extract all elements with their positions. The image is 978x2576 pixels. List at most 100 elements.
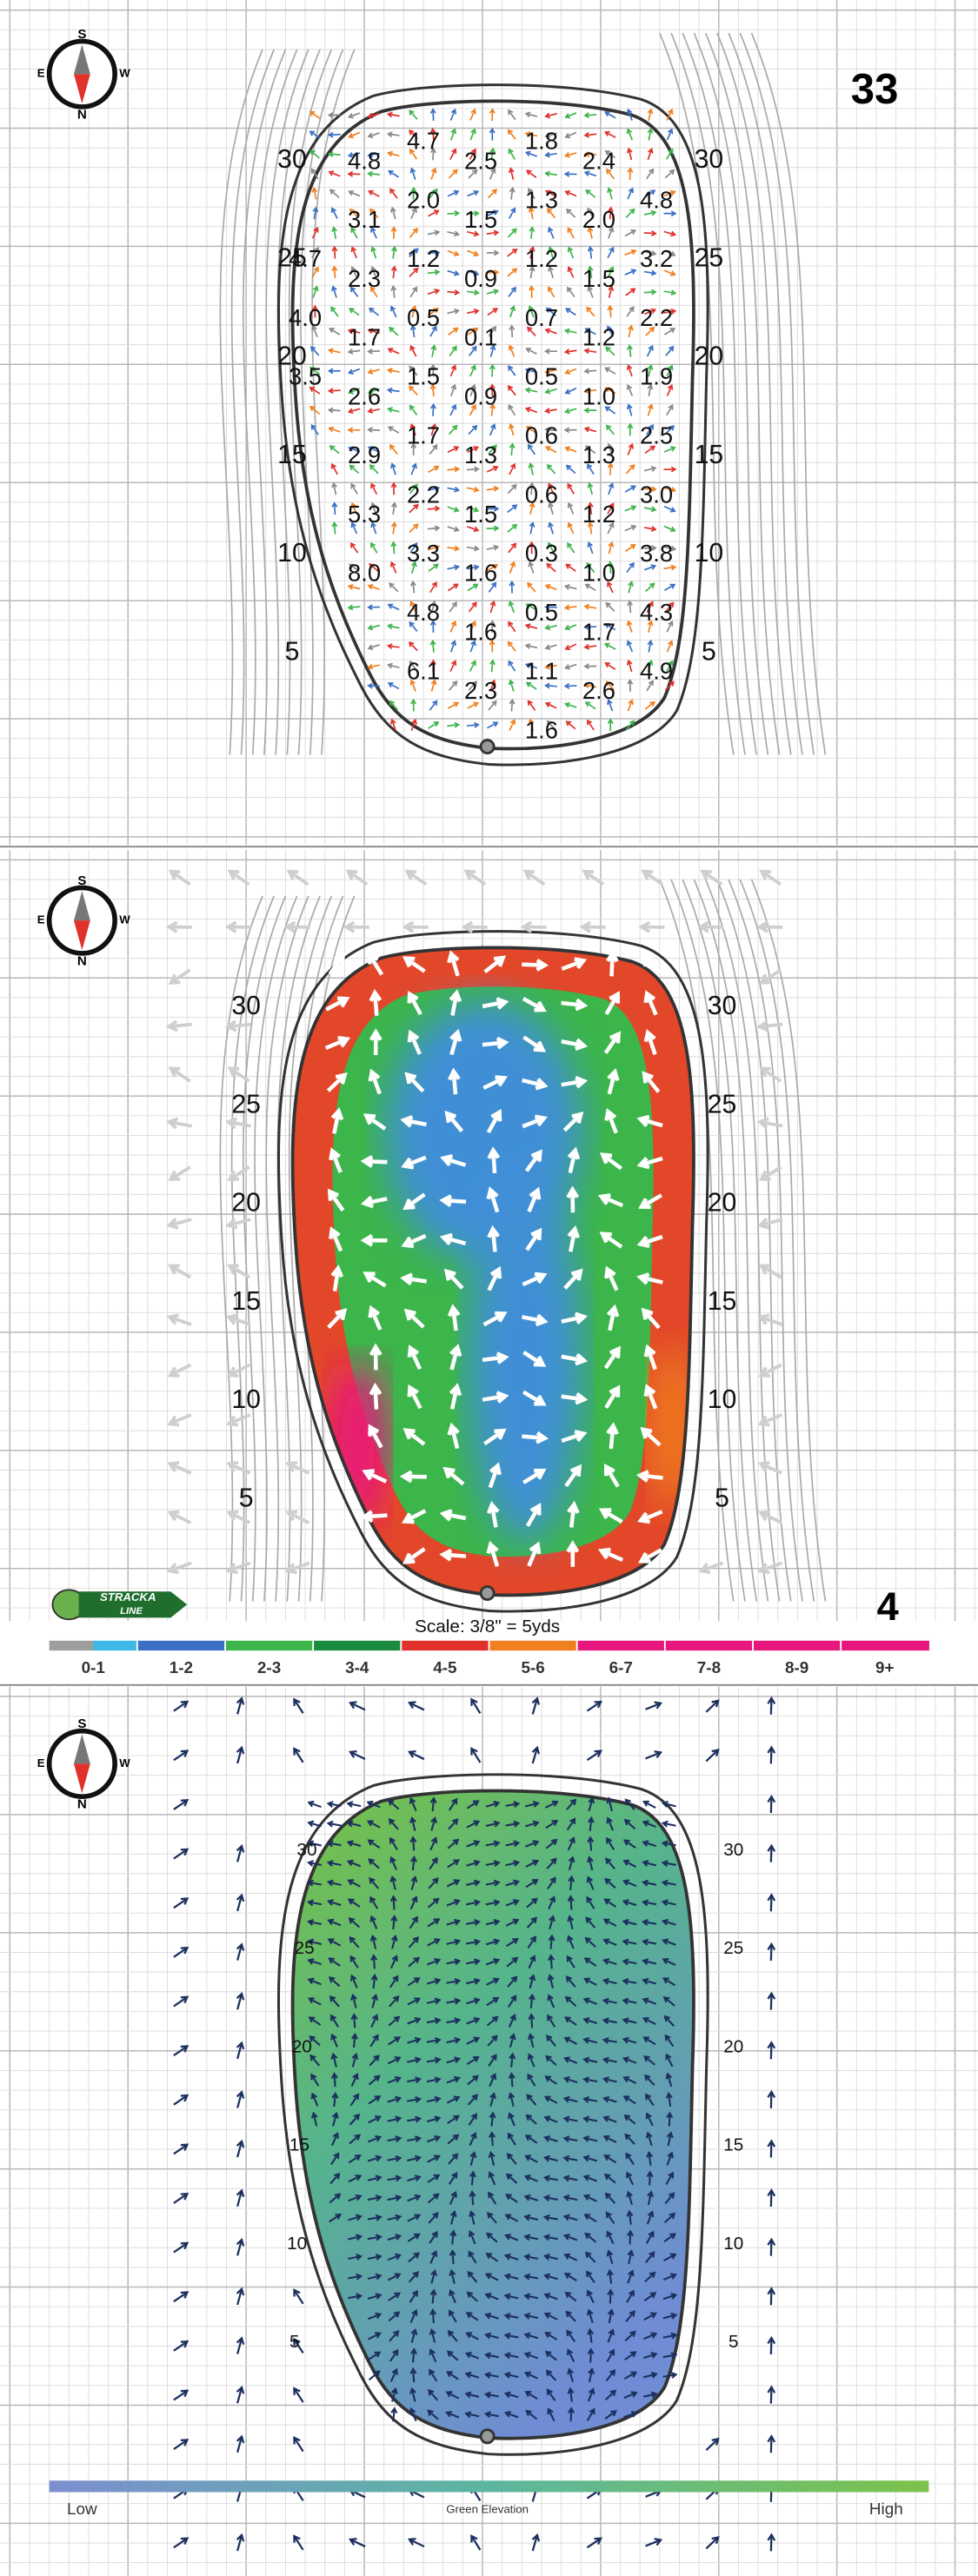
elevation-arrow	[505, 1803, 519, 1807]
slope-arrow-head	[363, 1113, 376, 1125]
elevation-arrow	[411, 2349, 416, 2363]
slope-arrow-head	[566, 1185, 580, 1199]
elevation-arrow-head	[368, 1858, 375, 1865]
elevation-arrow	[623, 2412, 637, 2419]
slope-arrow	[569, 1504, 576, 1528]
heat-blue	[467, 1181, 583, 1543]
slope-arrow-head	[544, 170, 550, 177]
slope-arrow-head	[350, 266, 356, 272]
elevation-arrow	[466, 1881, 480, 1886]
slope-arrow	[490, 404, 494, 416]
fringe-arrow-head	[236, 2041, 245, 2050]
elevation-arrow	[589, 1817, 593, 1831]
slope-arrow-head	[367, 132, 374, 139]
slope-arrow-head	[604, 111, 610, 117]
elevation-arrow-head	[503, 2273, 511, 2281]
elevation-arrow-head	[622, 1839, 630, 1846]
slope-arrow-head	[607, 206, 614, 213]
elevation-arrow	[328, 1862, 342, 1867]
elevation-arrow	[487, 2035, 498, 2047]
front-marker	[479, 1585, 496, 1602]
elevation-arrow	[427, 1918, 440, 1928]
slope-arrow	[430, 168, 436, 180]
slope-arrow	[391, 463, 396, 475]
slope-arrow	[643, 488, 656, 490]
elevation-arrow-head	[371, 1993, 378, 2001]
slope-arrow	[349, 112, 361, 118]
slope-arrow-head	[387, 150, 393, 157]
slope-arrow	[447, 526, 459, 531]
slope-arrow	[584, 683, 597, 688]
slope-arrow	[404, 1547, 426, 1564]
slope-value: 2.0	[582, 206, 615, 233]
elevation-arrow-head	[415, 2115, 422, 2123]
slope-arrow	[588, 542, 594, 554]
elevation-arrow	[348, 2255, 362, 2261]
elevation-arrow	[349, 2094, 359, 2107]
slope-arrow-head	[472, 583, 479, 589]
elevation-high: High	[869, 2500, 903, 2518]
elevation-arrow-head	[310, 2111, 318, 2119]
slope-arrow	[448, 425, 458, 435]
fringe-edge	[276, 930, 709, 1613]
distance-label: 5	[289, 2332, 300, 2352]
elevation-arrow-head	[470, 2131, 477, 2139]
slope-arrow	[605, 623, 616, 631]
contour	[704, 879, 781, 1602]
elevation-arrow-head	[411, 2289, 418, 2297]
slope-arrow-head	[598, 1508, 612, 1520]
slope-arrow-head	[444, 1110, 457, 1124]
fringe-arrow-head	[236, 2139, 245, 2148]
slope-arrow	[585, 583, 596, 592]
elevation-arrow-head	[588, 2367, 595, 2375]
elevation-arrow-head	[562, 2174, 570, 2182]
fringe-arrow-head	[236, 1942, 245, 1951]
elevation-arrow	[525, 2391, 538, 2400]
fringe-arrow-head	[180, 2291, 190, 2299]
slope-value: 1.2	[407, 245, 440, 272]
elevation-arrow	[308, 1822, 322, 1828]
elevation-arrow-head	[544, 2332, 551, 2339]
elevation-arrow	[468, 2114, 477, 2126]
elevation-arrow	[410, 2329, 416, 2343]
slope-arrow	[469, 404, 476, 416]
fringe-arrow	[236, 1747, 243, 1764]
elevation-arrow-head	[395, 2214, 403, 2221]
elevation-arrow	[388, 2016, 400, 2027]
compass-letter: W	[119, 913, 130, 926]
slope-arrow-head	[329, 1147, 341, 1161]
slope-arrow-head	[451, 601, 457, 607]
elevation-arrow	[467, 2271, 478, 2283]
elevation-arrow-head	[488, 2191, 495, 2199]
elevation-arrow-head	[394, 2253, 402, 2261]
elevation-arrow	[506, 2194, 518, 2203]
slope-arrow-head	[335, 1072, 348, 1085]
elevation-arrow	[546, 2370, 557, 2381]
fringe-arrow-head	[167, 1461, 180, 1473]
slope-arrow-head	[412, 227, 418, 234]
legend-label: 3-4	[345, 1658, 369, 1676]
elevation-title: Green Elevation	[446, 2503, 529, 2516]
slope-arrow	[369, 308, 380, 316]
slope-arrow	[587, 464, 595, 475]
elevation-arrow-head	[543, 2115, 551, 2122]
slope-arrow-head	[489, 363, 496, 370]
fringe-arrow	[229, 870, 250, 886]
distance-label: 30	[277, 145, 307, 174]
slope-arrow	[545, 152, 557, 156]
slope-arrow	[369, 1071, 382, 1095]
slope-arrow-head	[412, 286, 418, 293]
fringe-arrow	[173, 2389, 189, 2401]
elevation-arrow	[367, 2255, 381, 2261]
slope-arrow	[628, 404, 633, 416]
slope-arrow	[565, 643, 577, 650]
elevation-arrow-head	[493, 1899, 501, 1907]
elevation-arrow	[407, 2233, 420, 2242]
elevation-arrow-head	[542, 2174, 550, 2182]
elevation-arrow-head	[542, 2194, 550, 2202]
slope-arrow-head	[565, 208, 572, 215]
slope-arrow-head	[643, 1344, 656, 1358]
compass-letter: N	[77, 107, 87, 122]
elevation-arrow-head	[606, 1796, 614, 1804]
fringe-arrow	[169, 1413, 192, 1425]
